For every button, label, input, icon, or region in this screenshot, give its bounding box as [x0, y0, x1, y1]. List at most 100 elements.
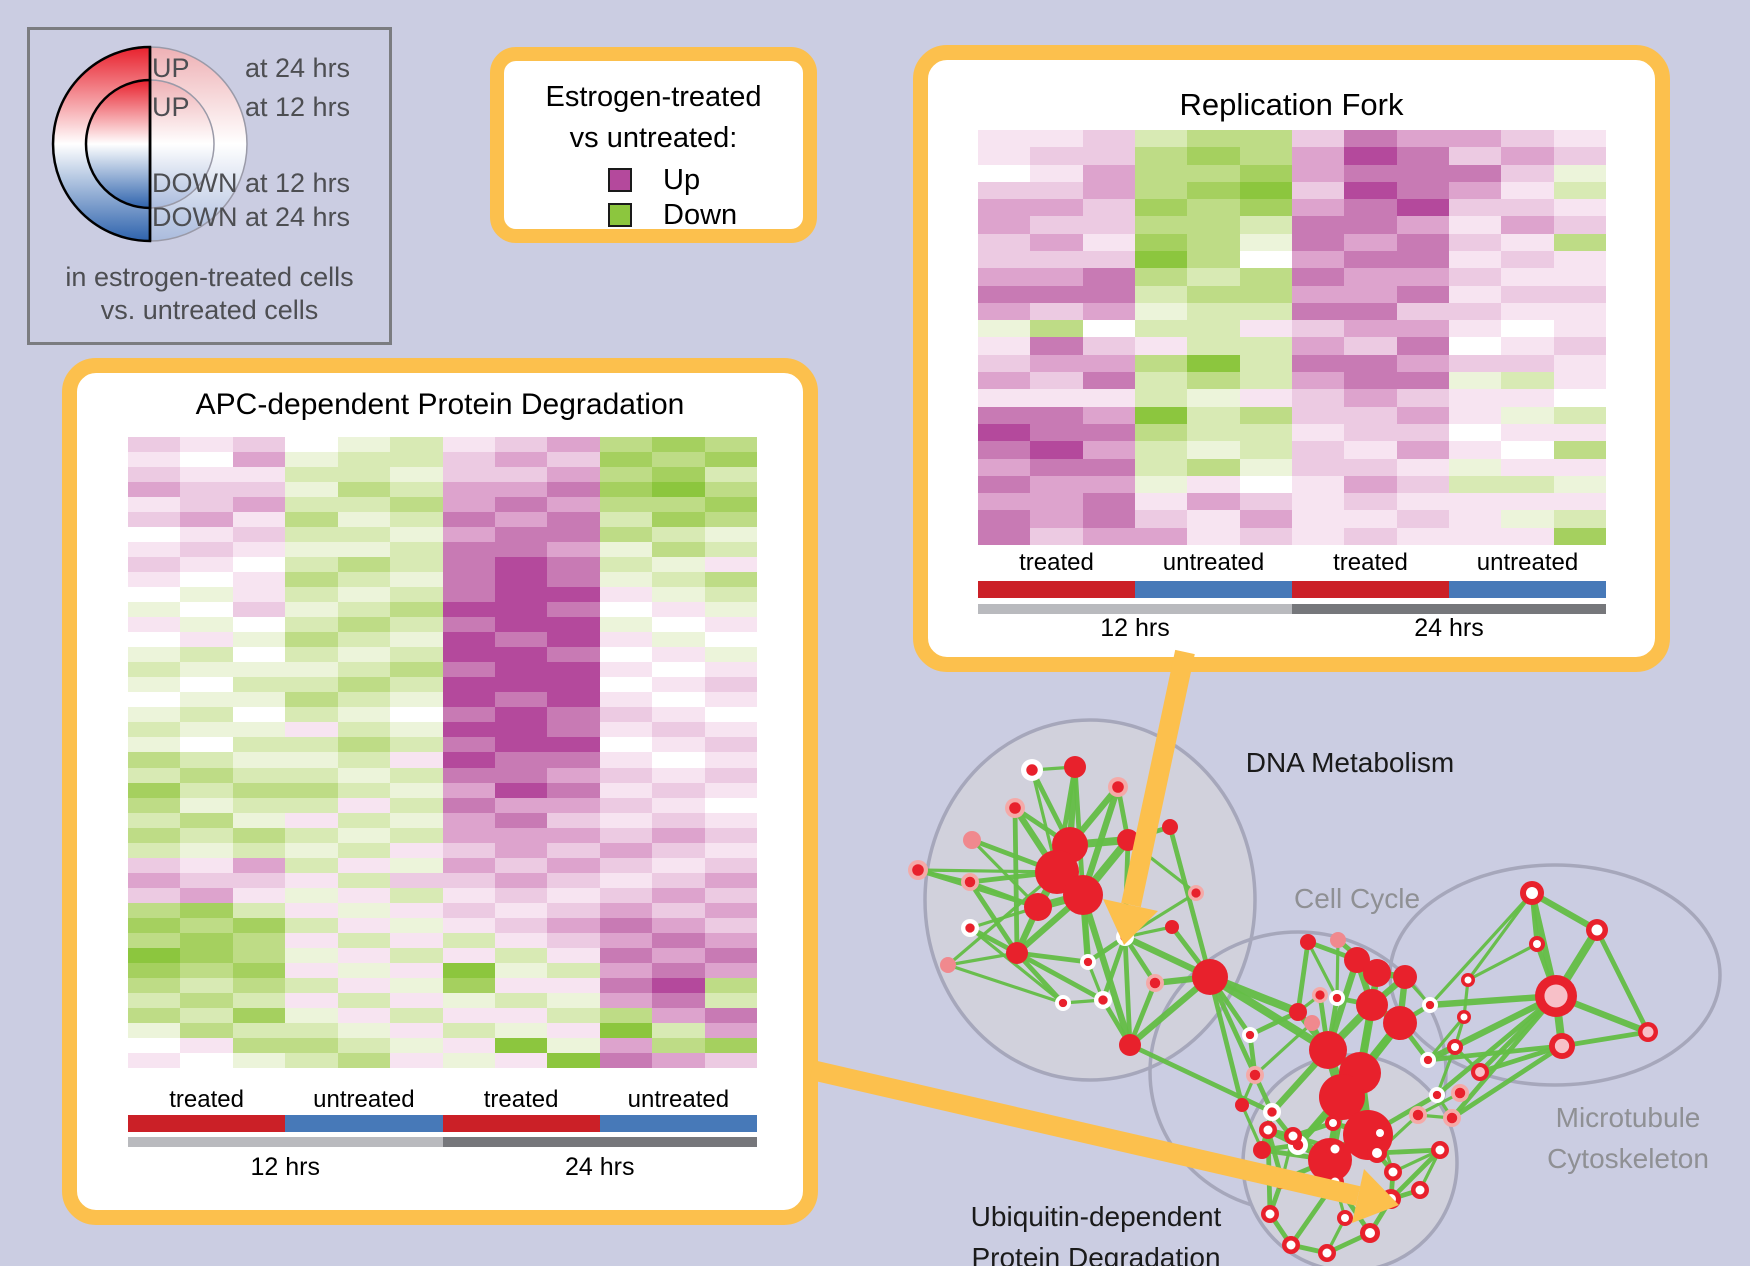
heatmap-cell: [1187, 233, 1240, 252]
heatmap-cell: [1030, 320, 1083, 338]
heatmap-cell: [652, 617, 705, 633]
time-bar-12hrs: [978, 604, 1292, 614]
network-node-rw: [1533, 940, 1541, 948]
ring-row-label: UP: [152, 53, 190, 83]
treated-bar: [978, 581, 1135, 598]
heatmap-cell: [704, 527, 757, 543]
network-node-rp: [1544, 984, 1568, 1008]
updown-legend-box: Estrogen-treated vs untreated: Up Down: [490, 47, 817, 243]
heatmap-cell: [494, 602, 548, 618]
heatmap-cell: [494, 917, 548, 933]
heatmap-cell: [652, 707, 705, 723]
heatmap-cell: [128, 962, 181, 978]
heatmap-cell: [390, 842, 443, 858]
heatmap-cell: [1344, 164, 1397, 182]
heatmap-cell: [1396, 475, 1449, 494]
time-label: 12 hrs: [1100, 614, 1170, 642]
heatmap-cell: [1291, 475, 1345, 494]
network-node-rw: [1591, 924, 1603, 936]
heatmap-cell: [180, 632, 233, 648]
heatmap-cell: [1344, 510, 1397, 528]
network-node-wr: [1245, 1030, 1255, 1040]
heatmap-cell: [1291, 423, 1345, 442]
heatmap-cell: [337, 752, 391, 768]
heatmap-cell: [1239, 423, 1292, 442]
heatmap-cell: [1344, 320, 1397, 338]
heatmap-cell: [652, 572, 705, 588]
heatmap-cell: [1030, 372, 1083, 390]
heatmap-cell: [232, 662, 286, 678]
heatmap-cell: [652, 512, 705, 528]
heatmap-cell: [1448, 389, 1502, 407]
heatmap-cell: [547, 1037, 600, 1053]
heatmap-cell: [1030, 164, 1083, 182]
heatmap-cell: [180, 542, 233, 558]
network-node-rw: [1265, 1209, 1275, 1219]
heatmap-cell: [704, 917, 757, 933]
heatmap-cell: [180, 557, 233, 573]
heatmap-cell: [704, 482, 757, 498]
heatmap-cell: [180, 1052, 233, 1068]
heatmap-cell: [232, 497, 286, 513]
heatmap-cell: [128, 917, 181, 933]
heatmap-cell: [704, 932, 757, 948]
heatmap-cell: [1448, 233, 1502, 252]
heatmap-cell: [1396, 147, 1449, 165]
network-node-p: [1304, 1015, 1320, 1031]
heatmap-cell: [128, 722, 181, 738]
heatmap-cell: [390, 557, 443, 573]
heatmap-cell: [128, 902, 181, 918]
heatmap-cell: [1553, 302, 1606, 321]
heatmap-cell: [704, 722, 757, 738]
network-node-rw: [1388, 1167, 1398, 1177]
heatmap-cell: [1344, 406, 1397, 424]
heatmap-cell: [285, 1007, 338, 1023]
heatmap-cell: [442, 542, 495, 558]
heatmap-cell: [599, 767, 653, 783]
heatmap-cell: [599, 887, 653, 903]
heatmap-cell: [1082, 354, 1135, 373]
network-node-rw: [1288, 1131, 1298, 1141]
heatmap-cell: [599, 467, 653, 483]
heatmap-cell: [337, 872, 391, 888]
heatmap-cell: [180, 722, 233, 738]
heatmap-cell: [704, 512, 757, 528]
heatmap-cell: [978, 493, 1031, 511]
heatmap-cell: [1448, 147, 1502, 165]
heatmap-cell: [978, 199, 1031, 217]
heatmap-cell: [978, 233, 1031, 252]
heatmap-cell: [232, 1037, 286, 1053]
untreated-bar: [1135, 581, 1292, 598]
group-label: treated: [169, 1086, 244, 1113]
heatmap-cell: [390, 932, 443, 948]
heatmap-cell: [652, 737, 705, 753]
heatmap-cell: [652, 782, 705, 798]
heatmap-cell: [128, 1022, 181, 1038]
heatmap-cell: [442, 617, 495, 633]
heatmap-cell: [180, 572, 233, 588]
heatmap-cell: [390, 467, 443, 483]
heatmap-cell: [337, 512, 391, 528]
heatmap-cell: [652, 947, 705, 963]
heatmap-cell: [128, 872, 181, 888]
heatmap-cell: [180, 437, 233, 453]
heatmap-cell: [390, 1037, 443, 1053]
heatmap-cell: [1396, 285, 1449, 303]
heatmap-cell: [494, 467, 548, 483]
time-label: 12 hrs: [250, 1153, 320, 1181]
group-label: untreated: [1162, 549, 1265, 576]
heatmap-cell: [1291, 251, 1345, 269]
heatmap-cell: [652, 692, 705, 708]
heatmap-cell: [390, 797, 443, 813]
heatmap-cell: [547, 1007, 600, 1023]
heatmap-cell: [599, 512, 653, 528]
heatmap-cell: [547, 812, 600, 828]
heatmap-cell: [652, 1022, 705, 1038]
network-edge: [1435, 1045, 1457, 1097]
heatmap-cell: [337, 1007, 391, 1023]
heatmap-cell: [1291, 302, 1345, 321]
heatmap-cell: [232, 437, 286, 453]
heatmap-cell: [1448, 493, 1502, 511]
heatmap-cell: [1291, 441, 1345, 459]
heatmap-cell: [180, 797, 233, 813]
